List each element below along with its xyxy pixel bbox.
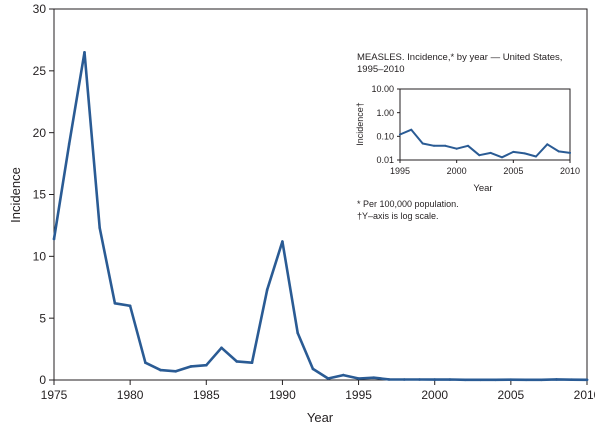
main-data-point	[174, 370, 178, 373]
main-data-point	[326, 377, 330, 380]
main-data-point	[281, 240, 284, 243]
main-y-tick-label: 15	[33, 188, 47, 202]
main-data-point	[189, 365, 193, 368]
main-data-point	[265, 288, 269, 292]
inset-title-line-1: MEASLES. Incidence,* by year — United St…	[357, 52, 562, 63]
inset-data-point	[399, 133, 401, 136]
inset-data-point	[433, 144, 435, 147]
inset-x-tick-label: 1995	[390, 166, 410, 176]
main-data-point	[463, 378, 467, 382]
inset-data-point	[557, 150, 560, 153]
main-data-point	[403, 378, 406, 381]
main-y-tick-label: 20	[33, 126, 47, 140]
main-x-tick-label: 2005	[498, 388, 525, 402]
inset-data-point	[535, 155, 537, 158]
main-series-group	[52, 50, 589, 382]
main-data-point	[433, 378, 437, 381]
main-x-tick-label: 1975	[41, 388, 68, 402]
main-data-point	[570, 378, 574, 382]
main-y-axis-label: Incidence	[8, 167, 23, 223]
main-x-tick-label: 1990	[269, 388, 296, 402]
inset-data-point	[478, 154, 481, 157]
main-data-point	[67, 142, 71, 146]
inset-x-axis-label: Year	[473, 183, 492, 194]
main-x-tick-label: 2000	[421, 388, 448, 402]
inset-y-ticks: 0.01 0.10 1.00 10.00	[371, 84, 400, 165]
inset-data-point	[569, 151, 571, 154]
main-x-tick-label: 1995	[345, 388, 372, 402]
main-x-ticks: 1975 1980 1985 1990 1995 2000 2005 2010	[41, 380, 595, 402]
inset-x-tick-label: 2005	[503, 166, 523, 176]
inset-y-tick-label: 1.00	[376, 108, 394, 118]
main-data-point	[342, 373, 345, 377]
inset-series-line	[399, 128, 571, 159]
inset-data-point	[489, 151, 492, 154]
main-data-point	[418, 378, 421, 381]
main-x-axis-label: Year	[307, 410, 334, 425]
main-data-point	[540, 378, 543, 382]
main-data-point	[372, 376, 376, 380]
inset-data-point	[501, 156, 503, 159]
inset-data-point	[523, 152, 526, 155]
inset-series-group	[399, 128, 571, 159]
main-data-point	[113, 302, 117, 305]
inset-x-ticks: 1995 2000 2005 2010	[390, 160, 580, 176]
inset-data-point	[410, 128, 413, 131]
main-data-point	[296, 331, 300, 335]
inset-data-point	[444, 144, 447, 147]
main-y-tick-label: 10	[33, 250, 47, 264]
main-x-tick-label: 1980	[117, 388, 144, 402]
main-data-point	[585, 378, 589, 382]
main-y-tick-label: 25	[33, 64, 47, 78]
main-data-point	[159, 368, 162, 372]
main-data-point	[250, 361, 254, 365]
main-data-point	[357, 377, 360, 380]
inset-data-point	[421, 142, 424, 145]
main-data-point	[235, 360, 238, 363]
main-data-point	[479, 378, 482, 382]
inset-plot-frame	[399, 88, 571, 161]
main-data-point	[128, 304, 132, 308]
main-data-point	[52, 237, 56, 241]
footnote-log-scale: †Y–axis is log scale.	[357, 211, 439, 221]
inset-y-tick-label: 0.10	[376, 131, 394, 141]
main-data-point	[494, 378, 497, 382]
inset-y-axis-label: Incidence†	[355, 102, 365, 146]
inset-data-point	[455, 147, 458, 150]
main-data-point	[311, 367, 315, 371]
main-data-point	[83, 51, 86, 54]
inset-data-point	[512, 150, 515, 153]
main-data-point	[220, 346, 223, 350]
footnote-per-population: * Per 100,000 population.	[357, 199, 459, 209]
main-y-tick-label: 0	[39, 373, 46, 387]
main-y-tick-label: 5	[39, 311, 46, 325]
inset-data-point	[467, 144, 469, 147]
inset-y-tick-label: 10.00	[371, 84, 394, 94]
inset-x-tick-label: 2000	[447, 166, 467, 176]
main-data-point	[524, 378, 528, 382]
main-x-tick-label: 2010	[574, 388, 595, 402]
main-y-ticks: 0 5 10 15 20 25 30	[33, 2, 54, 387]
main-data-point	[98, 226, 101, 230]
main-data-point	[509, 378, 513, 382]
main-data-point	[144, 361, 147, 365]
main-series-line	[52, 50, 589, 382]
inset-x-tick-label: 2010	[560, 166, 580, 176]
main-data-point	[205, 363, 208, 367]
inset-y-tick-label: 0.01	[376, 155, 394, 165]
main-data-point	[555, 378, 558, 381]
inset-title-line-2: 1995–2010	[357, 64, 405, 75]
main-data-point	[387, 378, 391, 381]
main-y-tick-label: 30	[33, 2, 47, 16]
main-data-point	[448, 378, 452, 381]
main-x-tick-label: 1985	[193, 388, 220, 402]
inset-data-point	[546, 143, 549, 146]
